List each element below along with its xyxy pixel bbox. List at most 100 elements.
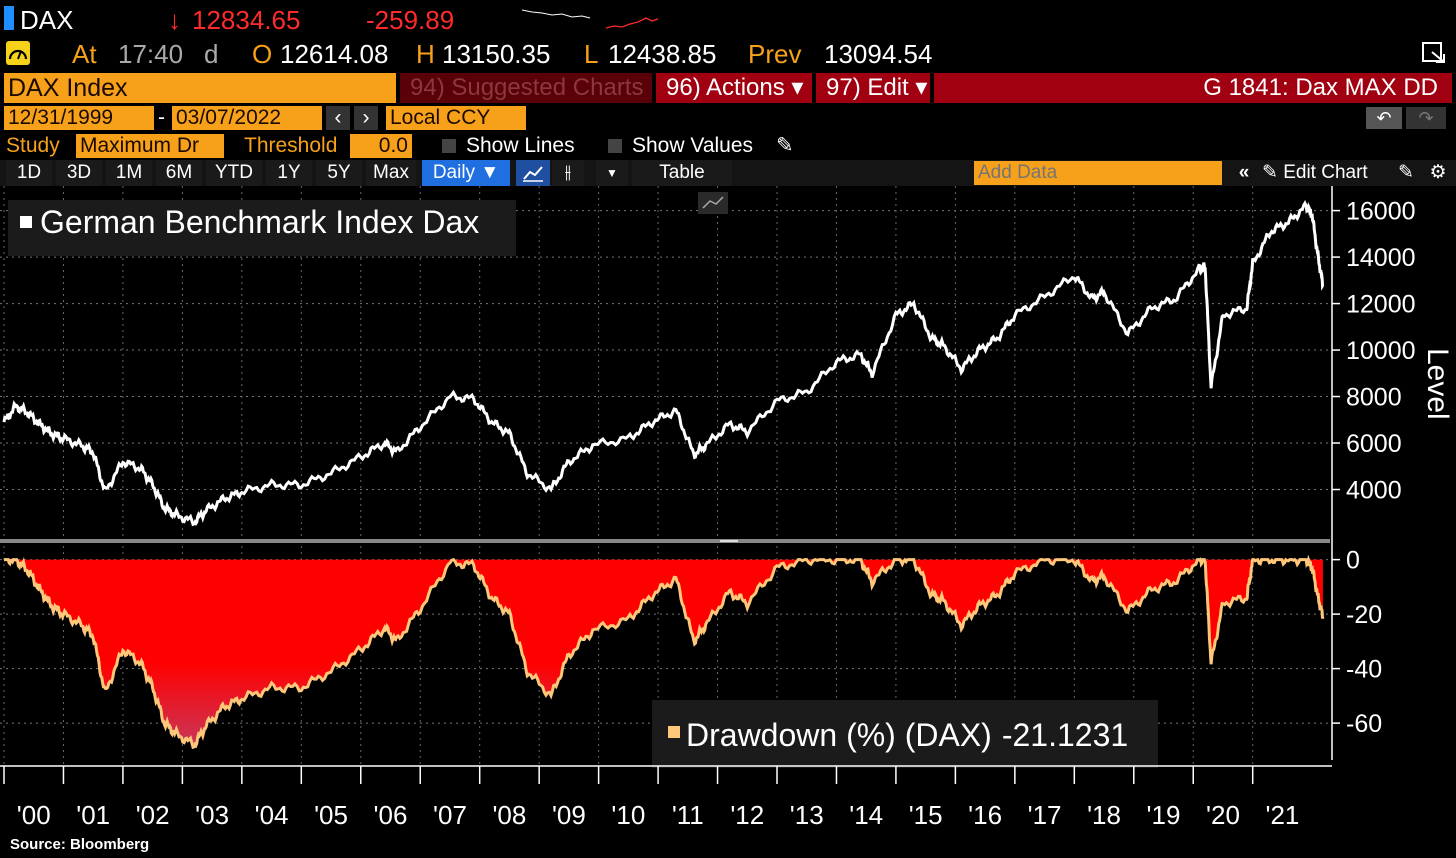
down-arrow-icon: ↓ xyxy=(168,5,181,35)
bar-chart-icon[interactable]: ⫲ xyxy=(552,160,584,186)
ticker-symbol: DAX xyxy=(20,5,74,35)
drawdown-line xyxy=(4,554,1325,750)
price-chart-title: German Benchmark Index Dax xyxy=(40,204,479,240)
upper-y-axis-label: Level xyxy=(1421,348,1454,420)
upper-y-tick-label: 6000 xyxy=(1346,430,1402,458)
x-tick-label: '17 xyxy=(1028,800,1062,830)
period-5y[interactable]: 5Y xyxy=(316,160,362,186)
x-tick-label: '12 xyxy=(730,800,764,830)
period-1d[interactable]: 1D xyxy=(6,160,52,186)
redo-icon[interactable]: ↷ xyxy=(1406,107,1446,129)
period-ytd[interactable]: YTD xyxy=(206,160,262,186)
x-tick-label: '03 xyxy=(195,800,229,830)
period-3d[interactable]: 3D xyxy=(56,160,102,186)
actions-menu[interactable]: 96) Actions ▾ xyxy=(656,73,812,103)
prev-period-button[interactable]: ‹ xyxy=(326,106,350,130)
price-legend-box xyxy=(8,200,516,256)
x-tick-label: '07 xyxy=(433,800,467,830)
edit-menu[interactable]: 97) Edit ▾ xyxy=(816,73,930,103)
last-price: 12834.65 xyxy=(192,5,301,35)
currency-select[interactable]: Local CCY xyxy=(386,106,526,130)
source-footer: Source: Bloomberg xyxy=(10,836,150,853)
x-tick-label: '05 xyxy=(314,800,348,830)
threshold-input[interactable]: 0.0 xyxy=(350,134,412,158)
intraday-sparkline xyxy=(522,9,659,29)
high-value: 13150.35 xyxy=(442,39,551,69)
threshold-label: Threshold xyxy=(244,134,338,157)
low-label: L xyxy=(584,39,599,69)
chart-area: German Benchmark Index Dax 4000 6000 8000 1… xyxy=(0,186,1454,830)
at-label: At xyxy=(72,39,97,69)
price-legend-swatch xyxy=(20,216,32,228)
collapse-icon[interactable]: « xyxy=(1238,162,1250,183)
date-separator: - xyxy=(158,106,165,129)
upper-y-tick-label: 14000 xyxy=(1346,244,1416,272)
next-period-button[interactable]: › xyxy=(354,106,378,130)
low-value: 12438.85 xyxy=(608,39,717,69)
frequency-select[interactable]: Daily ▼ xyxy=(422,160,510,186)
show-values-label: Show Values xyxy=(632,134,754,157)
x-tick-label: '06 xyxy=(374,800,408,830)
upper-y-tick-label: 4000 xyxy=(1346,477,1402,505)
period-1m[interactable]: 1M xyxy=(106,160,152,186)
x-tick-label: '15 xyxy=(909,800,943,830)
study-select[interactable]: Maximum Dr xyxy=(76,134,224,158)
chart-type-dropdown-icon[interactable]: ▼ xyxy=(596,160,628,186)
pencil-icon[interactable]: ✎ xyxy=(776,134,794,157)
price-line xyxy=(2,199,1325,527)
edit-chart-button[interactable]: ✎ Edit Chart xyxy=(1262,160,1368,186)
quote-time-suffix: d xyxy=(204,39,219,69)
show-values-checkbox[interactable] xyxy=(608,139,622,153)
upper-y-tick-label: 10000 xyxy=(1346,337,1416,365)
x-tick-label: '19 xyxy=(1147,800,1181,830)
upper-y-tick-label: 12000 xyxy=(1346,291,1416,319)
period-6m[interactable]: 6M xyxy=(156,160,202,186)
drawdown-legend-label: Drawdown (%) (DAX) -21.1231 xyxy=(686,717,1128,753)
edit-chart-label: Edit Chart xyxy=(1283,162,1368,183)
start-date-field[interactable]: 12/31/1999 xyxy=(4,106,154,130)
end-date-field[interactable]: 03/07/2022 xyxy=(172,106,322,130)
lower-y-tick-label: -60 xyxy=(1346,710,1382,738)
edit-pencil-icon: ✎ xyxy=(1262,162,1278,183)
drawdown-legend-swatch xyxy=(668,726,680,738)
drawdown-legend-value: -21.1231 xyxy=(1002,717,1128,753)
x-tick-label: '18 xyxy=(1087,800,1121,830)
add-data-input[interactable] xyxy=(974,161,1222,185)
annotate-icon[interactable]: ✎ xyxy=(1398,162,1414,183)
lower-y-tick-label: 0 xyxy=(1346,547,1360,575)
chart-mode-icon xyxy=(702,196,724,209)
upper-y-tick-label: 16000 xyxy=(1346,198,1416,226)
x-tick-label: '21 xyxy=(1265,800,1299,830)
table-button[interactable]: Table xyxy=(632,160,732,186)
lower-y-ticks: 0 -20 -40 -60 xyxy=(1332,547,1382,738)
net-change: -259.89 xyxy=(366,5,455,35)
prev-value: 13094.54 xyxy=(824,39,933,69)
show-lines-checkbox[interactable] xyxy=(442,139,456,153)
x-tick-label: '20 xyxy=(1206,800,1240,830)
upper-y-ticks: 4000 6000 8000 10000 12000 14000 16000 xyxy=(1332,198,1416,505)
drawdown-legend-box xyxy=(652,700,1158,768)
security-field[interactable]: DAX Index xyxy=(4,73,396,103)
export-icon[interactable] xyxy=(1420,40,1448,66)
high-label: H xyxy=(416,39,435,69)
security-marker xyxy=(4,6,14,30)
line-chart-icon[interactable] xyxy=(516,160,550,186)
period-1y[interactable]: 1Y xyxy=(266,160,312,186)
period-max[interactable]: Max xyxy=(366,160,416,186)
suggested-charts-menu[interactable]: 94) Suggested Charts xyxy=(400,73,652,103)
lower-y-tick-label: -40 xyxy=(1346,656,1382,684)
undo-icon[interactable]: ↶ xyxy=(1366,107,1402,129)
x-tick-label: '02 xyxy=(136,800,170,830)
chart-title-id: G 1841: Dax MAX DD xyxy=(934,73,1452,103)
settings-gear-icon[interactable]: ⚙ xyxy=(1429,162,1447,183)
x-tick-label: '04 xyxy=(255,800,289,830)
x-tick-label: '01 xyxy=(76,800,110,830)
x-tick-label: '13 xyxy=(790,800,824,830)
gauge-icon[interactable] xyxy=(6,41,30,65)
drawdown-legend-name: Drawdown (%) (DAX) xyxy=(686,717,992,753)
quote-time: 17:40 xyxy=(118,39,184,69)
x-axis-labels: '00 '01 '02 '03 '04 '05 '06 '07 '08 '09 '10 '11 '12 '… xyxy=(3,766,1299,830)
x-tick-label: '16 xyxy=(968,800,1002,830)
x-tick-label: '14 xyxy=(849,800,883,830)
study-label: Study xyxy=(6,134,60,157)
